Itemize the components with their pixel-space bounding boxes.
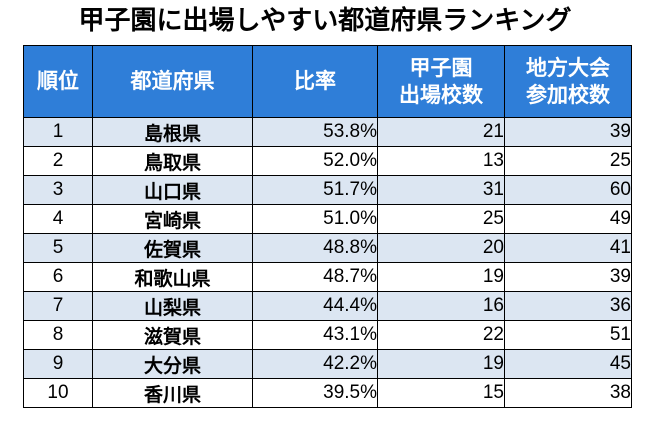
regional-count-cell: 41 <box>504 233 632 263</box>
regional-count-cell: 39 <box>504 262 632 292</box>
table-row: 1 島根県 53.8% 21 39 <box>23 117 632 147</box>
rank-cell: 8 <box>23 320 93 350</box>
prefecture-cell: 滋賀県 <box>92 320 253 350</box>
ratio-cell: 48.8% <box>252 233 378 263</box>
koshien-count-cell: 25 <box>377 204 505 234</box>
prefecture-cell: 大分県 <box>92 349 253 379</box>
rank-cell: 5 <box>23 233 93 263</box>
header-prefecture: 都道府県 <box>92 45 253 118</box>
header-rank: 順位 <box>23 45 93 118</box>
ratio-cell: 39.5% <box>252 378 378 408</box>
header-ratio: 比率 <box>252 45 378 118</box>
regional-count-cell: 39 <box>504 117 632 147</box>
header-regional-line2: 参加校数 <box>526 82 610 107</box>
koshien-count-cell: 16 <box>377 291 505 321</box>
header-koshien-line2: 出場校数 <box>399 82 483 107</box>
regional-count-cell: 51 <box>504 320 632 350</box>
header-regional-line1: 地方大会 <box>526 55 610 80</box>
rank-cell: 9 <box>23 349 93 379</box>
header-koshien-line1: 甲子園 <box>409 55 473 80</box>
ratio-cell: 42.2% <box>252 349 378 379</box>
regional-count-cell: 25 <box>504 146 632 176</box>
regional-count-cell: 36 <box>504 291 632 321</box>
koshien-count-cell: 22 <box>377 320 505 350</box>
table-row: 6 和歌山県 48.7% 19 39 <box>23 262 632 292</box>
koshien-count-cell: 19 <box>377 349 505 379</box>
table-row: 10 香川県 39.5% 15 38 <box>23 378 632 408</box>
table-row: 8 滋賀県 43.1% 22 51 <box>23 320 632 350</box>
prefecture-cell: 山口県 <box>92 175 253 205</box>
table-row: 9 大分県 42.2% 19 45 <box>23 349 632 379</box>
header-koshien-count: 甲子園 出場校数 <box>377 45 505 118</box>
rank-cell: 1 <box>23 117 93 147</box>
rank-cell: 7 <box>23 291 93 321</box>
header-regional-count: 地方大会 参加校数 <box>504 45 632 118</box>
rank-cell: 10 <box>23 378 93 408</box>
regional-count-cell: 38 <box>504 378 632 408</box>
header-row: 順位 都道府県 比率 甲子園 出場校数 地方大会 参加校数 <box>23 45 632 118</box>
page-title: 甲子園に出場しやすい都道府県ランキング <box>78 6 572 36</box>
prefecture-cell: 佐賀県 <box>92 233 253 263</box>
ratio-cell: 48.7% <box>252 262 378 292</box>
table-row: 7 山梨県 44.4% 16 36 <box>23 291 632 321</box>
ratio-cell: 51.7% <box>252 175 378 205</box>
table-row: 5 佐賀県 48.8% 20 41 <box>23 233 632 263</box>
koshien-count-cell: 20 <box>377 233 505 263</box>
ratio-cell: 51.0% <box>252 204 378 234</box>
table-row: 3 山口県 51.7% 31 60 <box>23 175 632 205</box>
koshien-count-cell: 21 <box>377 117 505 147</box>
rank-cell: 3 <box>23 175 93 205</box>
prefecture-cell: 島根県 <box>92 117 253 147</box>
ratio-cell: 53.8% <box>252 117 378 147</box>
table-row: 2 鳥取県 52.0% 13 25 <box>23 146 632 176</box>
rank-cell: 6 <box>23 262 93 292</box>
prefecture-cell: 宮崎県 <box>92 204 253 234</box>
koshien-count-cell: 13 <box>377 146 505 176</box>
rank-cell: 4 <box>23 204 93 234</box>
regional-count-cell: 49 <box>504 204 632 234</box>
regional-count-cell: 45 <box>504 349 632 379</box>
prefecture-cell: 香川県 <box>92 378 253 408</box>
table-row: 4 宮崎県 51.0% 25 49 <box>23 204 632 234</box>
rank-cell: 2 <box>23 146 93 176</box>
prefecture-cell: 鳥取県 <box>92 146 253 176</box>
koshien-count-cell: 19 <box>377 262 505 292</box>
ratio-cell: 52.0% <box>252 146 378 176</box>
koshien-count-cell: 31 <box>377 175 505 205</box>
koshien-count-cell: 15 <box>377 378 505 408</box>
prefecture-cell: 和歌山県 <box>92 262 253 292</box>
ratio-cell: 44.4% <box>252 291 378 321</box>
ratio-cell: 43.1% <box>252 320 378 350</box>
ranking-table: 順位 都道府県 比率 甲子園 出場校数 地方大会 参加校数 1 島根県 53.8% … <box>23 45 632 408</box>
regional-count-cell: 60 <box>504 175 632 205</box>
prefecture-cell: 山梨県 <box>92 291 253 321</box>
